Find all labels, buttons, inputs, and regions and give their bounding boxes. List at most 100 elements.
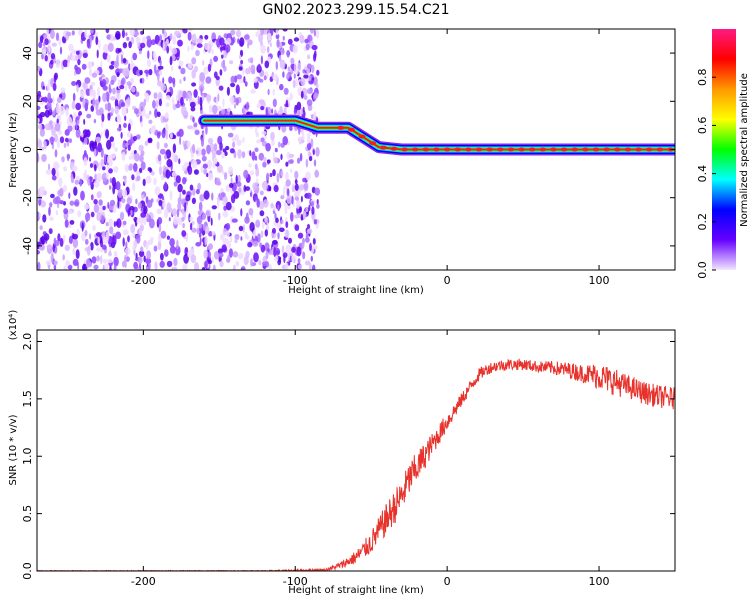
noise-blob (69, 200, 75, 206)
noise-blob (46, 244, 52, 249)
noise-blob (299, 153, 303, 162)
noise-blob (267, 88, 270, 96)
noise-blob (56, 103, 60, 114)
noise-blob (60, 87, 66, 94)
noise-blob (255, 219, 261, 228)
noise-blob (267, 32, 272, 38)
ridge-peak (571, 147, 579, 152)
ridge-peak (581, 147, 589, 152)
noise-blob (250, 89, 256, 94)
y-tick-label: -40 (21, 237, 34, 255)
noise-blob (212, 264, 216, 270)
noise-blob (292, 201, 295, 208)
noise-blob (97, 142, 102, 153)
noise-blob (222, 238, 229, 245)
noise-blob (102, 51, 108, 60)
noise-blob (280, 195, 285, 200)
noise-blob (181, 208, 185, 216)
noise-blob (206, 94, 212, 102)
noise-blob (214, 157, 218, 165)
noise-blob (185, 194, 191, 202)
noise-blob (230, 29, 236, 36)
noise-blob (153, 92, 158, 99)
noise-blob (186, 140, 191, 148)
noise-blob (105, 129, 110, 139)
noise-blob (51, 42, 57, 47)
noise-blob (132, 232, 136, 239)
noise-blob (298, 206, 303, 213)
noise-blob (200, 166, 204, 173)
noise-blob (260, 29, 265, 36)
noise-blob (138, 215, 144, 225)
noise-blob (132, 135, 137, 142)
noise-blob (313, 29, 316, 37)
noise-blob (198, 222, 203, 229)
noise-blob (59, 237, 64, 247)
noise-blob (37, 105, 41, 111)
noise-blob (271, 240, 278, 245)
noise-blob (208, 231, 213, 237)
noise-blob (244, 186, 251, 191)
noise-blob (206, 172, 209, 178)
noise-blob (266, 159, 271, 164)
noise-blob (77, 210, 82, 218)
noise-blob (221, 108, 226, 116)
noise-blob (300, 195, 303, 203)
noise-blob (235, 97, 239, 106)
noise-blob (125, 256, 130, 262)
x-tick-label: -200 (131, 575, 156, 588)
noise-blob (306, 192, 312, 199)
noise-blob (181, 164, 187, 172)
ridge-peak (422, 147, 430, 152)
noise-blob (145, 113, 151, 119)
noise-blob (258, 152, 265, 161)
noise-blob (39, 225, 43, 231)
noise-blob (71, 100, 76, 110)
ridge-peak (645, 147, 653, 152)
noise-blob (265, 142, 271, 152)
noise-blob (195, 188, 200, 195)
noise-blob (126, 131, 132, 138)
noise-blob (79, 178, 83, 187)
noise-blob (181, 230, 187, 237)
noise-blob (157, 72, 160, 82)
noise-blob (260, 244, 266, 253)
noise-blob (56, 118, 59, 124)
colorbar-label: Normalized spectral amplitude (739, 73, 750, 227)
noise-blob (41, 154, 47, 162)
noise-blob (37, 211, 40, 222)
noise-blob (67, 153, 70, 162)
noise-blob (178, 90, 184, 96)
noise-blob (182, 90, 187, 99)
noise-blob (169, 238, 175, 247)
noise-blob (306, 223, 311, 230)
noise-blob (241, 151, 246, 159)
noise-blob (309, 29, 315, 34)
noise-blob (146, 38, 152, 48)
noise-blob (107, 42, 114, 52)
noise-blob (75, 128, 81, 138)
noise-blob (169, 56, 173, 66)
noise-blob (273, 206, 277, 212)
noise-blob (148, 262, 151, 270)
noise-blob (270, 131, 275, 141)
y-tick-label: -20 (21, 189, 34, 207)
noise-blob (110, 96, 116, 101)
noise-blob (229, 60, 234, 65)
noise-blob (258, 99, 265, 104)
noise-blob (154, 186, 161, 196)
noise-blob (71, 81, 77, 86)
noise-blob (312, 238, 316, 245)
noise-blob (59, 136, 65, 144)
noise-blob (305, 171, 311, 181)
noise-blob (203, 249, 209, 259)
noise-blob (159, 148, 166, 155)
noise-blob (202, 60, 205, 66)
noise-blob (279, 105, 283, 115)
noise-blob (58, 38, 62, 46)
noise-blob (122, 142, 126, 149)
noise-blob (146, 250, 152, 260)
noise-blob (128, 163, 133, 171)
